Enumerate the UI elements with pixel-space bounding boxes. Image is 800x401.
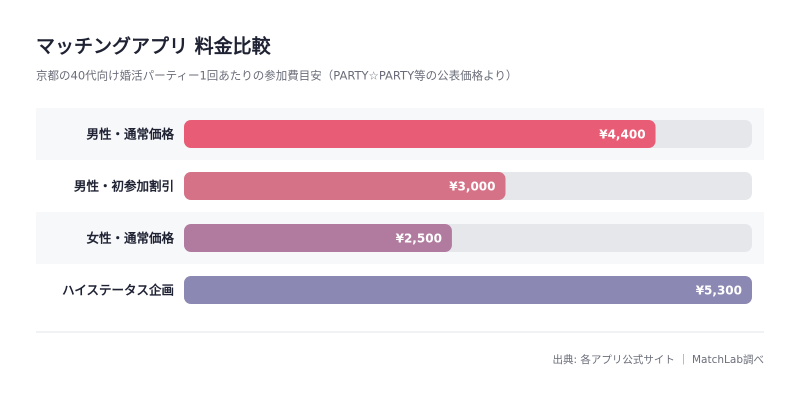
chart-title: マッチングアプリ 料金比較 <box>36 35 272 58</box>
category-label: 男性・通常価格 <box>86 127 174 142</box>
value-label: ¥4,400 <box>599 128 645 142</box>
bar <box>184 224 452 252</box>
value-label: ¥2,500 <box>396 232 442 246</box>
value-label: ¥5,300 <box>696 284 742 298</box>
category-label: ハイステータス企画 <box>62 283 174 298</box>
chart-subtitle: 京都の40代向け婚活パーティー1回あたりの参加費目安（PARTY☆PARTY等の… <box>36 69 517 83</box>
bar <box>184 276 752 304</box>
category-label: 男性・初参加割引 <box>74 179 174 194</box>
source-note: 出典: 各アプリ公式サイト ｜ MatchLab調べ <box>552 353 764 366</box>
category-label: 女性・通常価格 <box>86 231 174 246</box>
bar <box>184 120 656 148</box>
value-label: ¥3,000 <box>449 180 495 194</box>
bar <box>184 172 506 200</box>
